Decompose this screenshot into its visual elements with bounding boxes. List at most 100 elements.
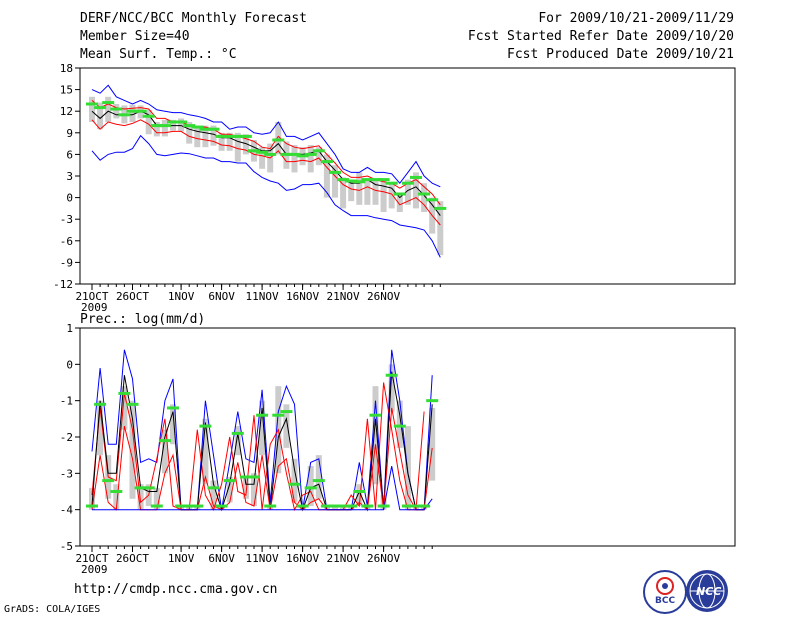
ensemble-mean-marker: [118, 391, 131, 395]
ensemble-box: [202, 418, 209, 485]
forecast-period: For 2009/10/21-2009/11/29: [538, 11, 734, 26]
ensemble-mean-marker: [296, 154, 309, 158]
series-line-lower-envelope: [91, 134, 441, 258]
panel-title: Prec.: log(mm/d): [80, 312, 205, 327]
bcc-emblem-icon: [656, 577, 674, 595]
y-tick-label: -5: [60, 540, 73, 553]
ensemble-box: [202, 125, 209, 148]
series-line-median: [91, 371, 433, 512]
ensemble-mean-marker: [329, 504, 341, 508]
ensemble-box: [356, 484, 363, 507]
x-tick-label: 21NOV: [327, 290, 360, 303]
x-tick-label: 26NOV: [367, 290, 400, 303]
ensemble-mean-marker: [256, 150, 269, 154]
ensemble-box: [153, 487, 160, 510]
ensemble-mean-marker: [418, 192, 431, 196]
ensemble-mean-marker: [142, 486, 155, 490]
ensemble-box: [388, 183, 395, 209]
ensemble-mean-marker: [337, 178, 350, 182]
ensemble-box: [97, 102, 104, 130]
x-tick-label: 11NOV: [246, 552, 279, 565]
ensemble-mean-marker: [86, 102, 98, 106]
variable-label: Mean Surf. Temp.: °C: [80, 47, 237, 62]
source-url[interactable]: http://cmdp.ncc.cma.gov.cn: [74, 582, 278, 597]
ensemble-mean-marker: [223, 479, 236, 483]
ensemble-mean-marker: [426, 399, 439, 403]
ensemble-box: [137, 484, 144, 510]
x-tick-label: 6NOV: [208, 290, 235, 303]
ensemble-mean-marker: [158, 124, 171, 128]
y-tick-label: 15: [60, 84, 73, 97]
series-line-upper-envelope: [91, 84, 441, 188]
ensemble-box: [161, 429, 168, 474]
ensemble-box: [129, 104, 136, 122]
ensemble-box: [210, 125, 217, 146]
x-tick-label: 1NOV: [168, 552, 195, 565]
x-tick-label: 26OCT: [116, 552, 149, 565]
ensemble-mean-marker: [150, 504, 163, 508]
ensemble-box: [161, 119, 168, 137]
ensemble-box: [315, 147, 322, 166]
bcc-logo: BCC: [643, 570, 687, 614]
ensemble-box: [323, 154, 330, 198]
ensemble-box: [251, 473, 257, 507]
y-tick-label: -3: [60, 213, 73, 226]
ensemble-mean-marker: [369, 413, 382, 417]
ensemble-box: [404, 426, 411, 510]
series-line-upper-quantile: [91, 100, 441, 206]
x-tick-label: 16NOV: [286, 290, 319, 303]
ensemble-mean-marker: [426, 198, 439, 202]
ensemble-mean-marker: [369, 178, 382, 182]
ncc-logo: NCC: [686, 570, 728, 612]
ensemble-mean-marker: [377, 178, 390, 182]
ensemble-mean-marker: [410, 175, 422, 179]
ensemble-mean-marker: [288, 152, 301, 156]
ensemble-box: [356, 172, 363, 205]
ensemble-mean-marker: [304, 152, 317, 156]
y-tick-label: -2: [60, 431, 73, 444]
ensemble-box: [340, 177, 347, 209]
ensemble-mean-marker: [199, 127, 212, 131]
ensemble-box: [259, 147, 266, 169]
ensemble-box: [315, 455, 322, 499]
ensemble-mean-marker: [345, 179, 358, 183]
ensemble-mean-marker: [361, 504, 374, 508]
ensemble-mean-marker: [183, 504, 196, 508]
ensemble-mean-marker: [175, 504, 188, 508]
member-size-label: Member Size=40: [80, 29, 190, 44]
series-line-upper-envelope: [91, 349, 433, 511]
y-tick-label: 12: [60, 105, 73, 118]
y-tick-label: 6: [66, 148, 73, 161]
ensemble-mean-marker: [312, 479, 325, 483]
ncc-globe-icon: [689, 573, 725, 609]
ensemble-mean-marker: [393, 424, 406, 428]
ensemble-box: [348, 179, 355, 202]
ensemble-box: [234, 132, 241, 162]
ensemble-box: [437, 201, 444, 256]
ensemble-mean-marker: [86, 504, 98, 508]
ensemble-mean-marker: [401, 504, 414, 508]
ensemble-box: [121, 386, 128, 430]
ensemble-box: [372, 179, 379, 205]
ensemble-mean-marker: [239, 475, 252, 479]
ensemble-mean-marker: [312, 149, 325, 153]
ensemble-box: [210, 480, 217, 510]
series-line-upper-quantile: [91, 382, 425, 512]
bcc-logo-text: BCC: [655, 596, 676, 606]
ensemble-mean-marker: [134, 109, 147, 113]
ensemble-mean-marker: [175, 120, 188, 124]
x-tick-label: 6NOV: [208, 552, 235, 565]
ensemble-mean-marker: [167, 120, 179, 124]
y-tick-label: 1: [66, 322, 73, 335]
ensemble-mean-marker: [142, 114, 155, 118]
plot-frame: [79, 67, 736, 285]
ensemble-mean-marker: [94, 106, 107, 110]
ensemble-box: [226, 132, 233, 151]
y-tick-label: 18: [60, 62, 73, 75]
ensemble-mean-marker: [231, 431, 244, 435]
ensemble-box: [89, 96, 95, 122]
x-tick-label: 21OCT: [75, 552, 108, 565]
ensemble-mean-marker: [239, 134, 252, 138]
